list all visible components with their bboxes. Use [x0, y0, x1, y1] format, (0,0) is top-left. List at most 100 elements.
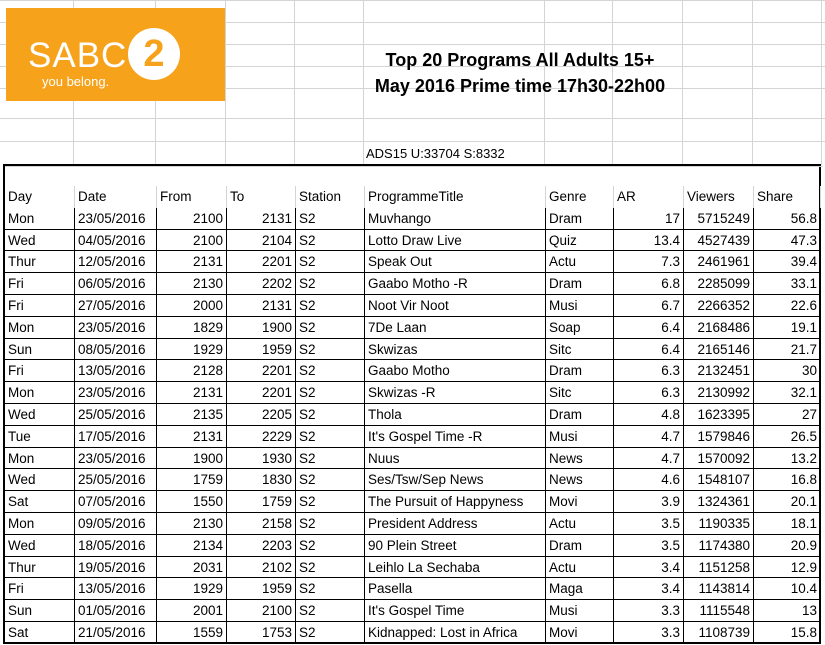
cell-genre: Soap	[546, 316, 614, 339]
cell-to: 2104	[227, 229, 296, 252]
cell-share: 18.1	[754, 513, 821, 535]
cell-date: 17/05/2016	[75, 425, 157, 448]
table-row: Fri 06/05/2016 2130 2202 S2 Gaabo Motho -R Dra…	[5, 273, 823, 295]
cell-share: 30	[754, 360, 821, 383]
grid-line	[225, 0, 226, 165]
cell-station: S2	[296, 207, 365, 230]
cell-ar: 3.5	[614, 513, 684, 535]
cell-genre: Dram	[546, 207, 614, 230]
cell-viewers: 2285099	[684, 273, 754, 295]
cell-programme-title: Lotto Draw Live	[365, 229, 546, 252]
column-header-viewers: Viewers	[684, 186, 754, 208]
cell-station: S2	[296, 513, 365, 535]
cell-from: 2130	[157, 273, 227, 295]
cell-programme-title: Gaabo Motho -R	[365, 273, 546, 295]
cell-programme-title: Skwizas -R	[365, 382, 546, 404]
cell-day: Wed	[5, 404, 75, 426]
column-header-ar: AR	[614, 186, 684, 208]
cell-date: 08/05/2016	[75, 338, 157, 361]
cell-to: 2100	[227, 600, 296, 622]
cell-viewers: 1174380	[684, 534, 754, 557]
table-row: Mon 23/05/2016 2131 2201 S2 Skwizas -R Sitc 6.3…	[5, 382, 823, 404]
cell-ar: 3.5	[614, 534, 684, 557]
cell-day: Wed	[5, 534, 75, 557]
cell-date: 21/05/2016	[75, 622, 157, 644]
cell-viewers: 5715249	[684, 207, 754, 230]
cell-date: 04/05/2016	[75, 229, 157, 252]
grid-line	[752, 0, 753, 165]
cell-share: 20.9	[754, 534, 821, 557]
logo-wordmark: SABC	[28, 36, 128, 75]
cell-from: 2134	[157, 534, 227, 557]
cell-date: 13/05/2016	[75, 578, 157, 601]
grid-line	[294, 0, 295, 165]
cell-from: 1759	[157, 469, 227, 492]
cell-date: 27/05/2016	[75, 295, 157, 317]
logo-tagline: you belong.	[42, 74, 110, 89]
cell-programme-title: 90 Plein Street	[365, 534, 546, 557]
cell-from: 2131	[157, 382, 227, 404]
logo-number-badge: 2	[128, 28, 180, 80]
table-row: Sun 08/05/2016 1929 1959 S2 Skwizas Sitc 6.4 216…	[5, 338, 823, 361]
cell-share: 16.8	[754, 469, 821, 492]
cell-from: 1550	[157, 491, 227, 513]
grid-line	[0, 118, 825, 119]
cell-date: 01/05/2016	[75, 600, 157, 622]
cell-share: 39.4	[754, 251, 821, 274]
cell-ar: 3.4	[614, 556, 684, 579]
grid-line	[5, 166, 823, 167]
grid-line	[612, 0, 613, 165]
table-row: Sat 07/05/2016 1550 1759 S2 The Pursuit of Ha…	[5, 491, 823, 513]
cell-programme-title: Skwizas	[365, 338, 546, 361]
table-row: Mon 09/05/2016 2130 2158 S2 President Address…	[5, 513, 823, 535]
cell-from: 2001	[157, 600, 227, 622]
table-row: Wed 25/05/2016 2135 2205 S2 Thola Dram 4.8 16233…	[5, 404, 823, 426]
cell-share: 20.1	[754, 491, 821, 513]
cell-from: 1559	[157, 622, 227, 644]
cell-to: 1759	[227, 491, 296, 513]
cell-day: Wed	[5, 469, 75, 492]
cell-share: 15.8	[754, 622, 821, 644]
table-row: Thur 12/05/2016 2131 2201 S2 Speak Out Actu 7.3…	[5, 251, 823, 274]
cell-viewers: 1115548	[684, 600, 754, 622]
cell-share: 13.2	[754, 447, 821, 470]
cell-station: S2	[296, 425, 365, 448]
cell-genre: Musi	[546, 295, 614, 317]
column-header-to: To	[227, 186, 296, 208]
cell-share: 21.7	[754, 338, 821, 361]
cell-ar: 4.6	[614, 469, 684, 492]
cell-programme-title: Nuus	[365, 447, 546, 470]
cell-from: 1900	[157, 447, 227, 470]
cell-genre: News	[546, 447, 614, 470]
cell-from: 1929	[157, 578, 227, 601]
cell-viewers: 4527439	[684, 229, 754, 252]
cell-genre: Dram	[546, 404, 614, 426]
cell-date: 23/05/2016	[75, 447, 157, 470]
cell-ar: 4.7	[614, 425, 684, 448]
cell-to: 2229	[227, 425, 296, 448]
grid-line	[0, 22, 825, 23]
table-row: Fri 13/05/2016 2128 2201 S2 Gaabo Motho Dram 6.…	[5, 360, 823, 383]
cell-to: 1930	[227, 447, 296, 470]
cell-from: 2100	[157, 207, 227, 230]
cell-viewers: 1190335	[684, 513, 754, 535]
cell-date: 23/05/2016	[75, 382, 157, 404]
cell-ar: 6.4	[614, 338, 684, 361]
cell-day: Wed	[5, 229, 75, 252]
column-header-day: Day	[5, 186, 75, 208]
cell-programme-title: Gaabo Motho	[365, 360, 546, 383]
cell-station: S2	[296, 469, 365, 492]
grid-line	[0, 0, 825, 1]
cell-day: Fri	[5, 295, 75, 317]
cell-viewers: 1324361	[684, 491, 754, 513]
cell-genre: Dram	[546, 534, 614, 557]
cell-programme-title: Noot Vir Noot	[365, 295, 546, 317]
cell-day: Thur	[5, 556, 75, 579]
cell-day: Mon	[5, 513, 75, 535]
cell-station: S2	[296, 316, 365, 339]
cell-programme-title: Speak Out	[365, 251, 546, 274]
cell-date: 13/05/2016	[75, 360, 157, 383]
cell-viewers: 1151258	[684, 556, 754, 579]
cell-genre: Actu	[546, 513, 614, 535]
cell-to: 1830	[227, 469, 296, 492]
